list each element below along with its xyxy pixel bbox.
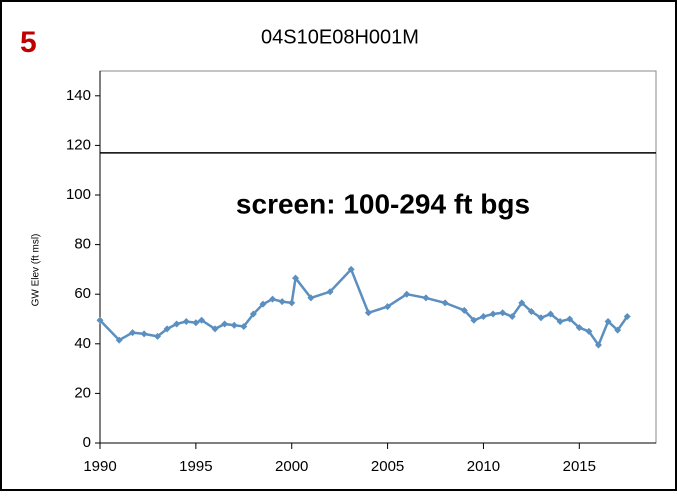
marker [566, 315, 574, 323]
x-tick-label: 2000 [275, 458, 308, 475]
y-axis-label: GW Elev (ft msl) [31, 234, 42, 307]
marker [249, 310, 257, 318]
y-tick-label: 120 [66, 136, 91, 153]
y-tick-label: 60 [74, 285, 91, 302]
marker [537, 314, 545, 322]
marker [499, 309, 507, 317]
marker [441, 299, 449, 307]
marker [614, 326, 622, 334]
x-tick-label: 2015 [563, 458, 596, 475]
marker [347, 265, 355, 273]
marker [192, 319, 200, 327]
x-tick-label: 1995 [179, 458, 212, 475]
y-tick-label: 40 [74, 335, 91, 352]
marker [182, 317, 190, 325]
y-tick-label: 0 [83, 434, 91, 451]
y-tick-label: 20 [74, 384, 91, 401]
marker [479, 313, 487, 321]
y-tick-label: 80 [74, 236, 91, 253]
marker [288, 299, 296, 307]
marker [129, 329, 137, 337]
annotation: screen: 100-294 ft bgs [236, 188, 530, 219]
x-tick-label: 2005 [371, 458, 404, 475]
marker [623, 313, 631, 321]
marker [140, 330, 148, 338]
marker [547, 310, 555, 318]
x-tick-label: 1990 [83, 458, 116, 475]
marker [460, 306, 468, 314]
y-tick-label: 140 [66, 87, 91, 104]
marker [575, 324, 583, 332]
marker [508, 313, 516, 321]
marker [240, 322, 248, 330]
marker [211, 325, 219, 333]
marker [518, 299, 526, 307]
marker [422, 294, 430, 302]
marker [198, 316, 206, 324]
marker [556, 317, 564, 325]
marker [115, 336, 123, 344]
marker [489, 310, 497, 318]
panel-label: 5 [20, 26, 37, 59]
marker [292, 274, 300, 282]
marker [364, 309, 372, 317]
marker [163, 325, 171, 333]
marker [96, 316, 104, 324]
marker [326, 288, 334, 296]
marker [173, 320, 181, 328]
marker [585, 327, 593, 335]
marker [470, 316, 478, 324]
marker [594, 341, 602, 349]
marker [259, 300, 267, 308]
marker [269, 295, 277, 303]
chart-title: 04S10E08H001M [261, 26, 419, 48]
marker [154, 332, 162, 340]
x-tick-label: 2010 [467, 458, 500, 475]
marker [604, 317, 612, 325]
marker [527, 308, 535, 316]
y-tick-label: 100 [66, 186, 91, 203]
marker [403, 290, 411, 298]
marker [384, 303, 392, 311]
marker [221, 320, 229, 328]
marker [278, 298, 286, 306]
series-line [99, 267, 629, 348]
marker [307, 294, 315, 302]
marker [230, 321, 238, 329]
